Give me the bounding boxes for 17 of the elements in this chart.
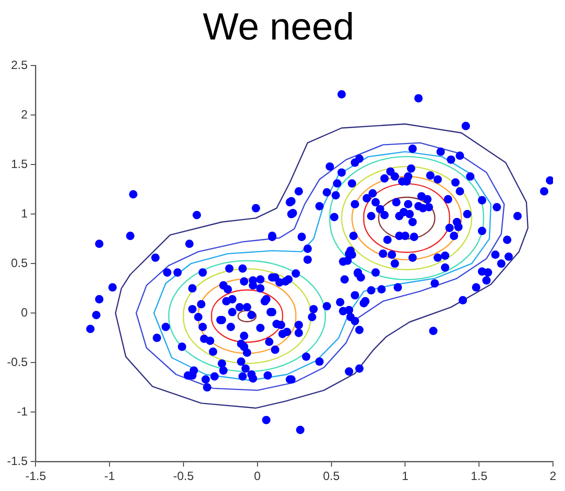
x-tick-label: 1.5 bbox=[470, 469, 488, 484]
y-tick-label: -0.5 bbox=[6, 354, 28, 369]
y-tick-label: 1.5 bbox=[10, 156, 28, 171]
y-tick-label: 2 bbox=[20, 107, 28, 122]
y-tick-label: 0 bbox=[20, 305, 28, 320]
chart-title: We need bbox=[202, 6, 354, 48]
x-tick-label: -0.5 bbox=[173, 469, 194, 484]
y-tick-label: 0.5 bbox=[10, 256, 28, 270]
x-tick-label: -1 bbox=[104, 469, 116, 484]
y-tick-label: 2.5 bbox=[10, 58, 28, 72]
x-tick-label: 0 bbox=[254, 469, 262, 484]
y-tick-label: -1.5 bbox=[6, 454, 28, 468]
x-tick-label: 2 bbox=[550, 469, 557, 484]
x-tick-label: 0.5 bbox=[322, 469, 340, 484]
y-tick-label: 1 bbox=[20, 206, 28, 220]
x-tick-label: 1 bbox=[402, 469, 409, 484]
y-tick-label: -1 bbox=[17, 404, 28, 418]
